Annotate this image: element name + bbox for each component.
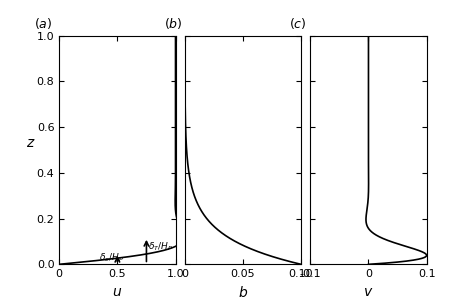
Text: $(a)$: $(a)$	[34, 16, 52, 31]
X-axis label: $u$: $u$	[112, 285, 122, 297]
Text: $\delta_e/H_P$: $\delta_e/H_P$	[99, 251, 124, 264]
Text: $(b)$: $(b)$	[164, 16, 182, 31]
Text: $(c)$: $(c)$	[290, 16, 307, 31]
Text: $\delta_T/H_P$: $\delta_T/H_P$	[147, 240, 173, 253]
X-axis label: $b$: $b$	[238, 285, 248, 297]
Y-axis label: $z$: $z$	[26, 136, 36, 150]
X-axis label: $v$: $v$	[363, 285, 374, 297]
